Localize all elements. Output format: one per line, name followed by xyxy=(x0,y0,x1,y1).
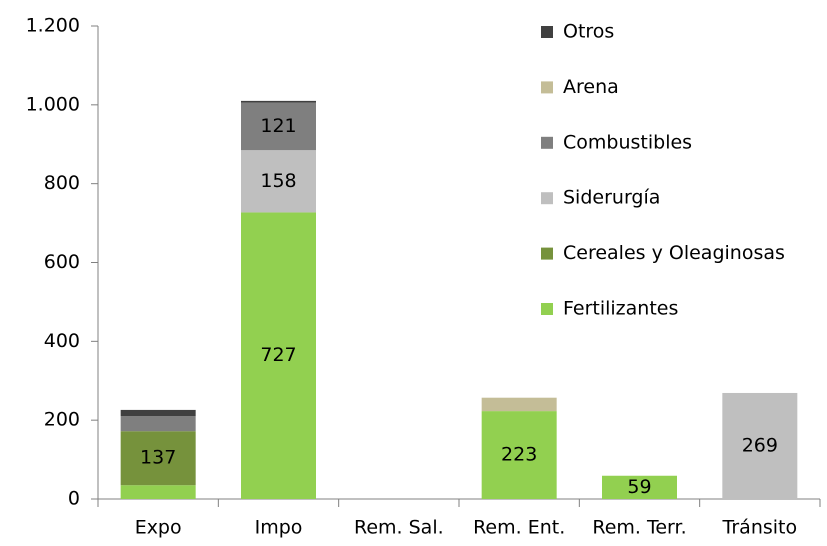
legend-label: Combustibles xyxy=(563,131,692,153)
bar-segment xyxy=(481,411,557,499)
x-tick-label: Rem. Sal. xyxy=(354,517,444,539)
legend-label: Siderurgía xyxy=(563,187,660,209)
bar-segment xyxy=(120,416,196,432)
data-label: 269 xyxy=(742,434,778,456)
y-tick-label: 400 xyxy=(44,330,80,352)
legend-label: Fertilizantes xyxy=(563,298,678,320)
legend-swatch xyxy=(541,303,553,315)
bar-segment xyxy=(241,150,316,213)
bar-segment xyxy=(602,475,677,499)
y-tick-label: 800 xyxy=(44,172,80,194)
bar-segment xyxy=(241,102,316,151)
data-label: 137 xyxy=(140,447,176,469)
y-tick-label: 1.000 xyxy=(26,93,80,115)
bar-segment xyxy=(120,485,196,499)
data-label: 223 xyxy=(501,444,537,466)
legend-swatch xyxy=(541,136,553,149)
bar-segment xyxy=(481,397,557,412)
x-tick-label: Rem. Terr. xyxy=(592,517,686,539)
y-tick-label: 600 xyxy=(44,251,80,273)
bar-segment xyxy=(241,212,316,499)
legend-swatch xyxy=(541,247,553,260)
data-label: 121 xyxy=(260,115,296,137)
bar-segment xyxy=(120,409,196,417)
legend-label: Cereales y Oleaginosas xyxy=(563,242,785,264)
data-label: 727 xyxy=(260,344,296,366)
x-tick-label: Rem. Ent. xyxy=(473,517,565,539)
y-tick-label: 0 xyxy=(68,488,80,510)
legend-swatch xyxy=(541,81,553,94)
bar-segment xyxy=(722,392,798,499)
x-tick-label: Expo xyxy=(135,517,182,539)
bar-segment xyxy=(241,100,316,103)
legend-swatch xyxy=(541,26,553,38)
data-label: 59 xyxy=(627,476,651,498)
y-tick-label: 200 xyxy=(44,409,80,431)
y-tick-label: 1.200 xyxy=(26,15,80,37)
legend-label: Arena xyxy=(563,76,619,98)
data-label: 158 xyxy=(260,170,296,192)
bar-segment xyxy=(120,431,196,486)
legend-swatch xyxy=(541,192,553,205)
x-tick-label: Tránsito xyxy=(722,517,798,539)
legend-label: Otros xyxy=(563,21,614,43)
x-tick-label: Impo xyxy=(255,517,303,539)
